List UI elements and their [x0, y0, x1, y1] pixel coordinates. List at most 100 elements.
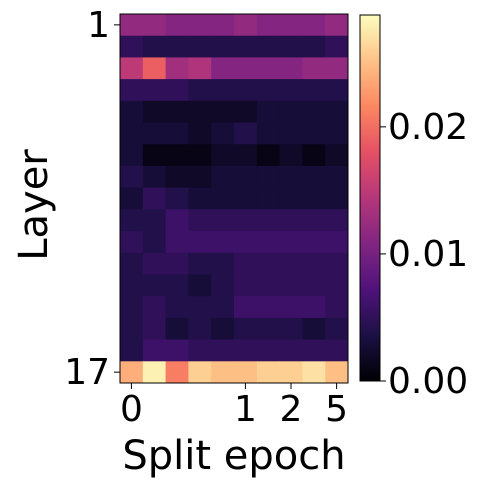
heatmap-cell — [256, 187, 281, 210]
heatmap-cell — [325, 209, 349, 232]
heatmap-cell — [211, 35, 235, 58]
heatmap-cell — [188, 274, 212, 297]
heatmap-cell — [234, 57, 258, 80]
heatmap-cell — [279, 361, 303, 384]
heatmap-cell — [211, 231, 235, 254]
y-axis-title: Layer — [11, 149, 57, 261]
heatmap-cell — [325, 79, 349, 102]
heatmap-cell — [234, 231, 258, 254]
heatmap-cell — [142, 144, 167, 167]
heatmap-cell — [325, 14, 349, 37]
heatmap-cell — [120, 144, 144, 167]
heatmap-cell — [325, 296, 349, 319]
heatmap-cell — [142, 57, 167, 80]
heatmap-cell — [142, 317, 167, 341]
heatmap-cell — [120, 79, 144, 102]
heatmap-cell — [256, 35, 281, 58]
heatmap-cell — [279, 296, 303, 319]
heatmap-cell — [302, 14, 326, 37]
plot-frame — [119, 13, 349, 384]
heatmap-cell — [165, 187, 189, 210]
heatmap-cell — [120, 252, 144, 275]
heatmap-cell — [165, 252, 189, 275]
heatmap-cell — [188, 122, 212, 145]
heatmap-cell — [256, 231, 281, 254]
heatmap-cell — [234, 339, 258, 362]
heatmap-cell — [256, 209, 281, 232]
colorbar-tick-label: 0.00 — [388, 361, 468, 402]
heatmap-cell — [279, 252, 303, 275]
heatmap-cell — [188, 144, 212, 167]
heatmap-cell — [188, 14, 212, 37]
heatmap-cell — [325, 187, 349, 210]
heatmap-cell — [120, 317, 144, 341]
heatmap-cell — [142, 274, 167, 297]
heatmap-cell — [211, 209, 235, 232]
heatmap-cell — [302, 274, 326, 297]
heatmap-cell — [279, 339, 303, 362]
heatmap-cell — [302, 187, 326, 210]
heatmap-cell — [279, 165, 303, 189]
heatmap-cell — [325, 144, 349, 167]
heatmap-cell — [279, 35, 303, 58]
heatmap-cell — [325, 100, 349, 124]
heatmap-cell — [188, 209, 212, 232]
heatmap-cell — [234, 165, 258, 189]
heatmap-cell — [142, 14, 167, 37]
heatmap-cell — [234, 100, 258, 124]
heatmap-cell — [142, 209, 167, 232]
heatmap-cell — [165, 165, 189, 189]
heatmap-cell — [188, 339, 212, 362]
heatmap-cell — [325, 122, 349, 145]
heatmap-cell — [211, 144, 235, 167]
heatmap-cell — [302, 144, 326, 167]
heatmap-cell — [234, 317, 258, 341]
heatmap-cell — [211, 252, 235, 275]
heatmap-cell — [302, 122, 326, 145]
heatmap-cell — [165, 339, 189, 362]
heatmap-cell — [234, 252, 258, 275]
heatmap-cell — [142, 187, 167, 210]
x-tick-label: 1 — [234, 389, 257, 430]
heatmap-cell — [325, 317, 349, 341]
x-tick-label: 5 — [325, 389, 348, 430]
heatmap-cell — [325, 361, 349, 384]
heatmap-cell — [165, 14, 189, 37]
heatmap-cell — [120, 187, 144, 210]
heatmap-cell — [120, 296, 144, 319]
heatmap-cell — [188, 165, 212, 189]
heatmap-cell — [165, 79, 189, 102]
heatmap-cell — [142, 231, 167, 254]
colorbar — [359, 14, 381, 382]
heatmap-cell — [302, 79, 326, 102]
heatmap-cell — [325, 252, 349, 275]
heatmap-cell — [302, 317, 326, 341]
heatmap-cell — [256, 165, 281, 189]
heatmap-cell — [256, 100, 281, 124]
heatmap-cell — [188, 35, 212, 58]
heatmap-cell — [256, 252, 281, 275]
heatmap-cell — [188, 79, 212, 102]
heatmap-cell — [188, 252, 212, 275]
heatmap-cell — [302, 57, 326, 80]
heatmap-cell — [211, 361, 235, 384]
heatmap-cell — [120, 339, 144, 362]
heatmap-cell — [188, 100, 212, 124]
heatmap-cell — [211, 339, 235, 362]
heatmap-cell — [165, 296, 189, 319]
heatmap-cell — [325, 165, 349, 189]
heatmap-cell — [211, 79, 235, 102]
heatmap-cell — [165, 209, 189, 232]
x-tick-label: 2 — [280, 389, 303, 430]
heatmap-cell — [256, 122, 281, 145]
heatmap-cell — [256, 361, 281, 384]
heatmap-cell — [234, 79, 258, 102]
heatmap-cell — [256, 317, 281, 341]
heatmap-cell — [302, 252, 326, 275]
heatmap-cell — [256, 339, 281, 362]
heatmap-cell — [302, 339, 326, 362]
heatmap-cell — [211, 165, 235, 189]
heatmap-cell — [120, 165, 144, 189]
heatmap-cell — [188, 187, 212, 210]
